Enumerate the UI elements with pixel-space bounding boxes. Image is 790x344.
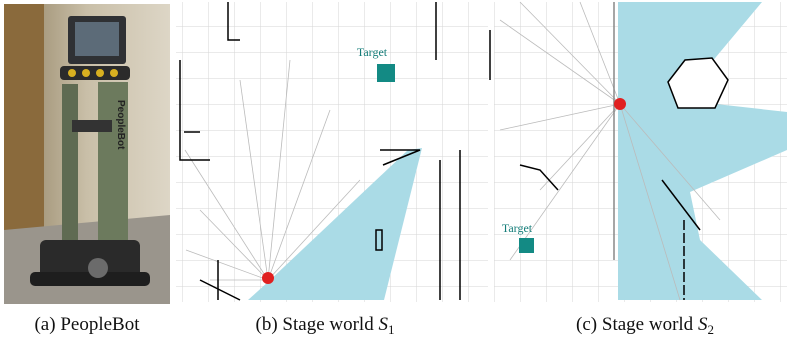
caption: (b) Stage world S1 [256,314,395,337]
target-label: Target [357,45,388,59]
caption-label: (c) Stage world [576,314,694,335]
caption-subscript: 1 [388,322,395,337]
robot-label: PeopleBot [115,100,126,150]
caption-subscript: 2 [707,322,714,337]
caption-symbol: S [378,314,388,335]
stage-world-2: Target [494,2,787,302]
caption-symbol: S [698,314,708,335]
stage-world-1: Target [176,2,490,302]
target-label: Target [502,221,533,235]
figure: PeopleBot Target [0,0,790,344]
photo-panel: PeopleBot [4,4,170,304]
caption: (c) Stage world S2 [576,314,714,337]
caption-label: (b) Stage world [256,314,375,335]
caption: (a) PeopleBot [34,314,140,335]
